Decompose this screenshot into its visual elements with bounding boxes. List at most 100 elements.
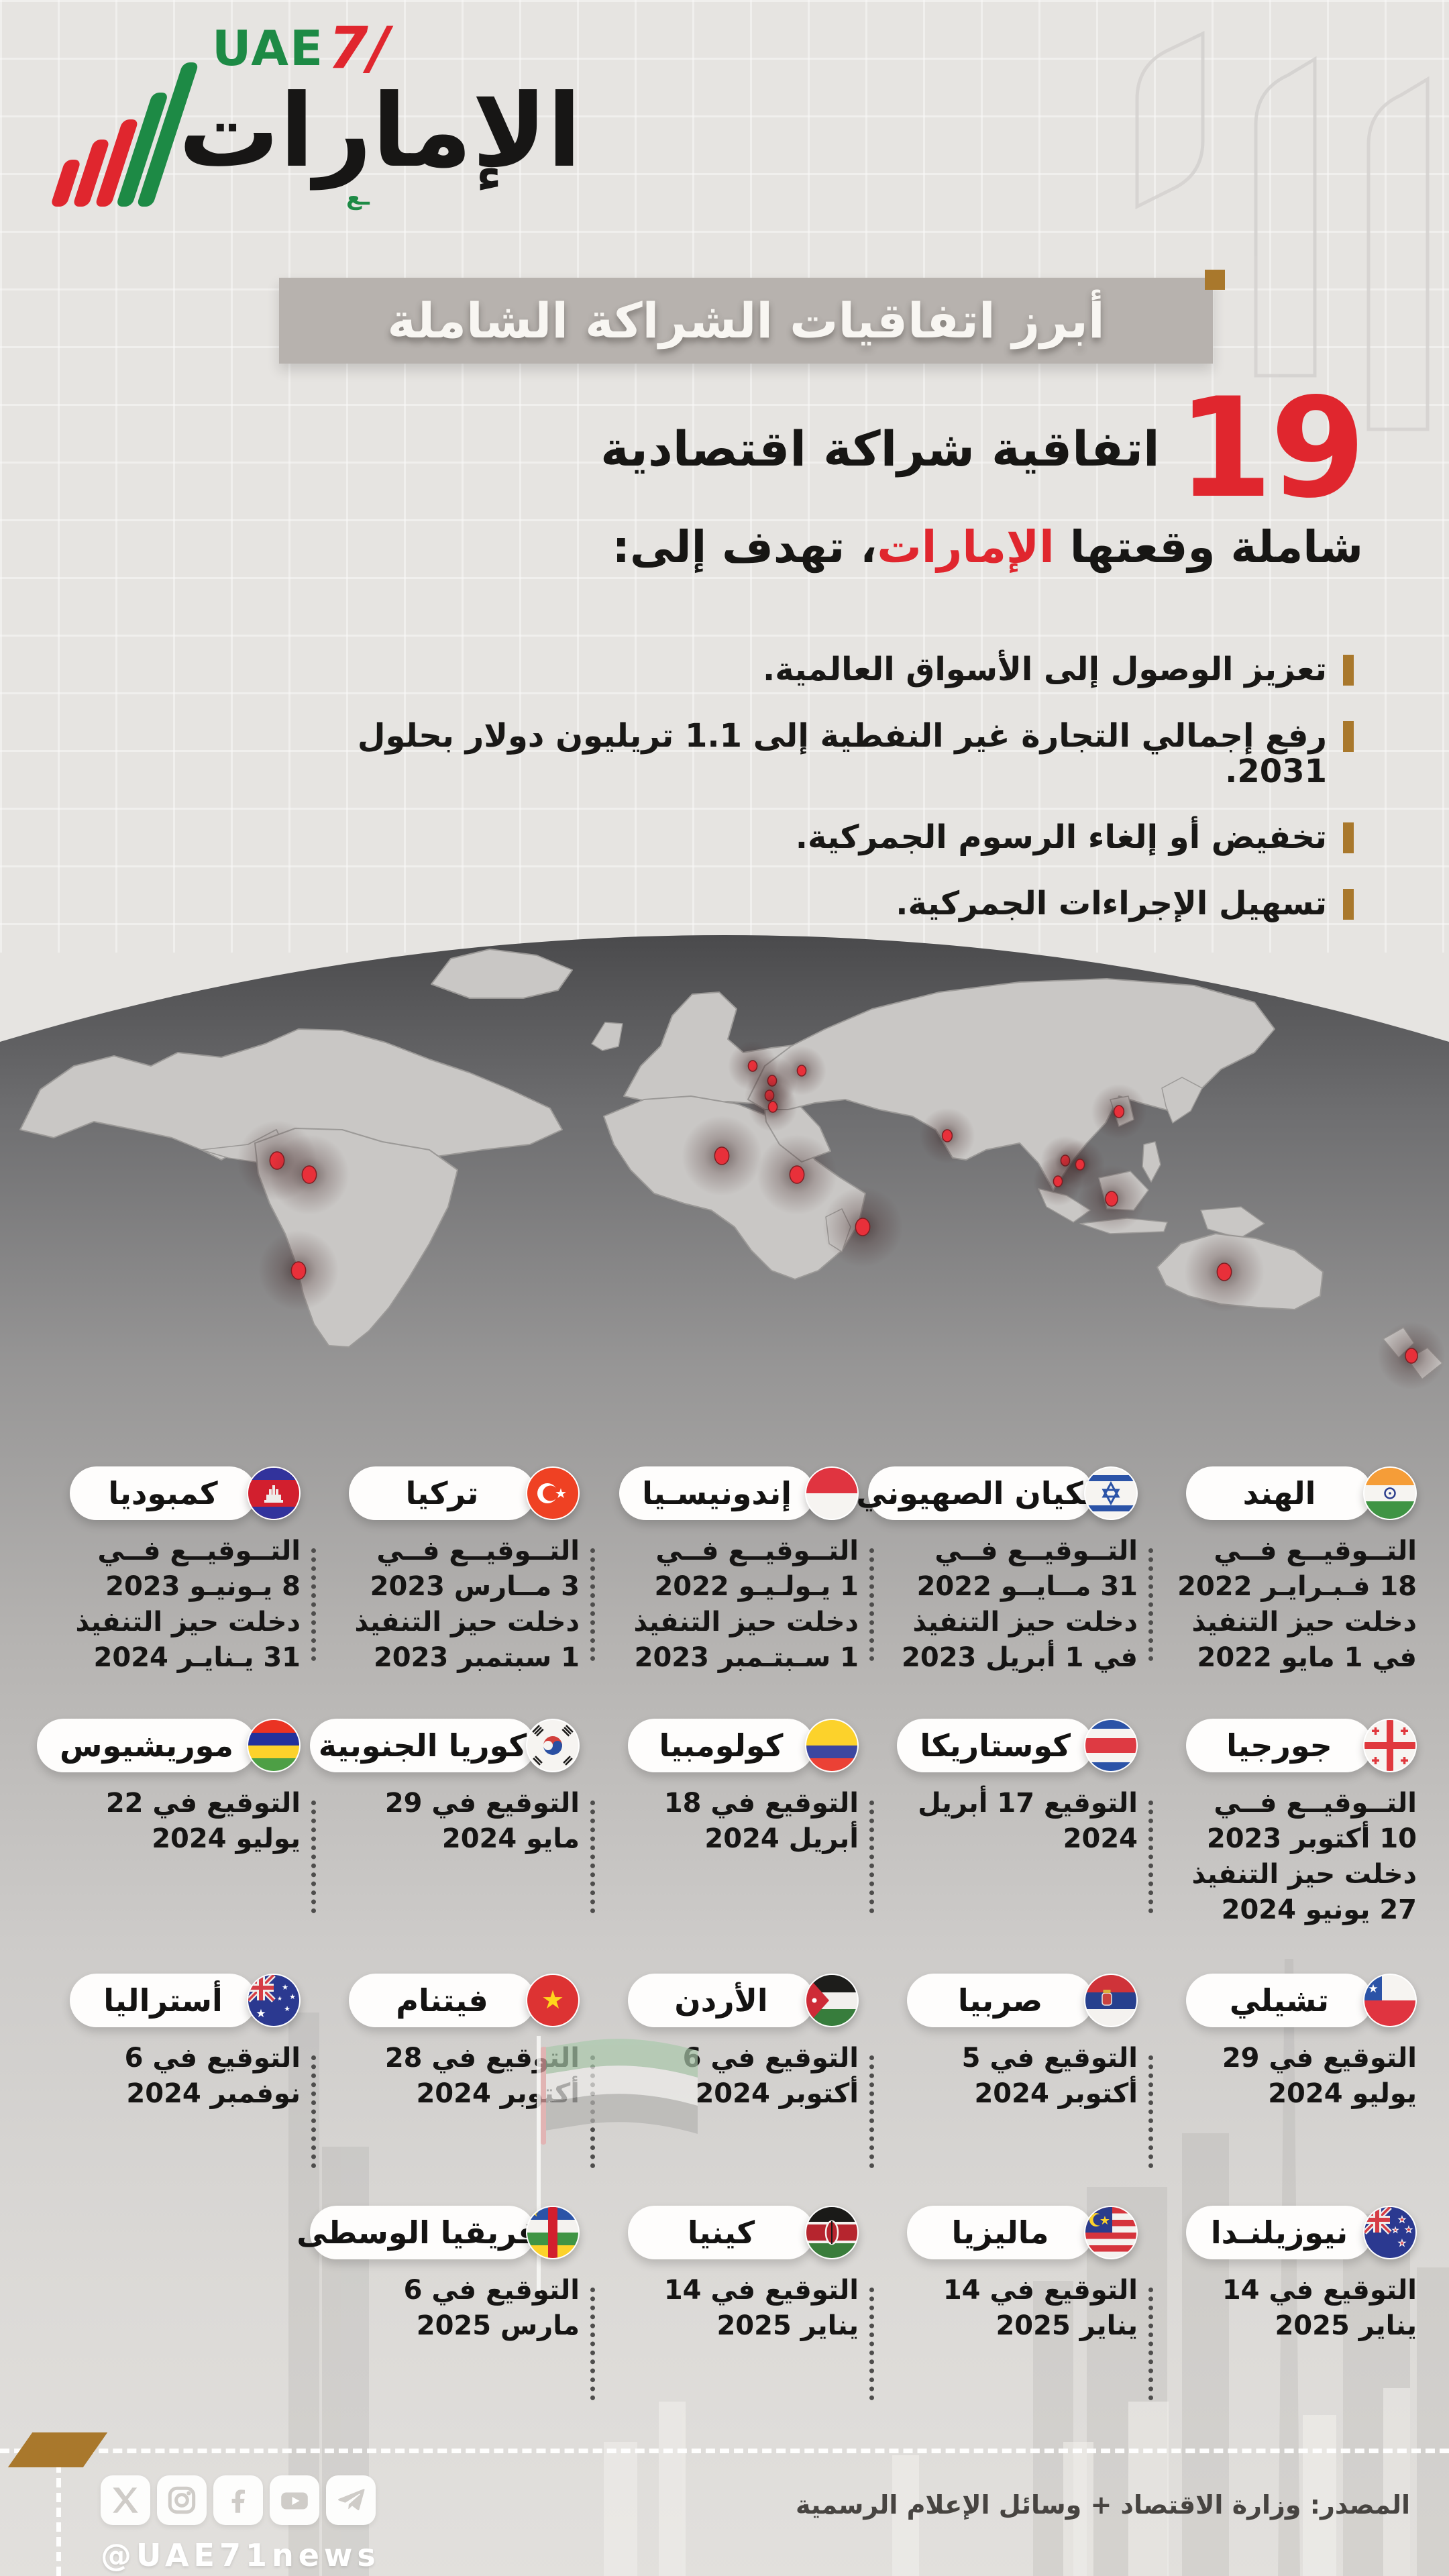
agreement-entry: ★ ★ ★ ★ ★ أستراليا التوقيع في 6 نوفمبر 2024 <box>31 1974 301 2112</box>
country-pill: الكيان الصهيوني <box>856 1466 1106 1520</box>
social-icons <box>101 2475 376 2525</box>
agreement-line: في 1 أبريل 2023 <box>902 1642 1138 1673</box>
agreement-line: التوقيع في 18 <box>663 1788 859 1819</box>
facebook-icon <box>213 2475 263 2525</box>
world-map <box>19 949 1446 1390</box>
pin-mauritius <box>855 1218 871 1236</box>
agreement-line: 31 يـنايـر 2024 <box>93 1642 301 1673</box>
country-name: الكيان الصهيوني <box>856 1475 1106 1511</box>
kenya-flag-icon <box>805 2206 859 2259</box>
bullet-marker-icon <box>1343 822 1354 854</box>
svg-text:★: ★ <box>1099 2214 1110 2228</box>
country-pill: صربيا <box>907 1974 1093 2027</box>
country-name: كمبوديا <box>108 1475 218 1511</box>
cambodia-flag-icon <box>247 1466 301 1520</box>
agreement-line: التــوقيــع فــي <box>97 1536 301 1566</box>
pin-chile <box>290 1261 307 1280</box>
country-name: الأردن <box>674 1982 768 2019</box>
country-name: إندونيسـيا <box>642 1475 792 1511</box>
agreement-line: مايو 2024 <box>441 1823 580 1854</box>
country-name: ماليزيا <box>951 2214 1049 2251</box>
country-pill: الأردن <box>628 1974 814 2027</box>
pin-australia <box>1216 1263 1232 1281</box>
country-pill: ماليزيا <box>907 2206 1093 2259</box>
country-name: جورجيا <box>1226 1727 1332 1764</box>
agreement-entry: كينيا التوقيع في 14 يناير 2025 <box>589 2206 859 2400</box>
goal-text: رفع إجمالي التجارة غير النفطية إلى 1.1 ت… <box>357 716 1327 790</box>
agreement-row: جورجيا التــوقيــع فــي 10 أكتوبر 2023 دخلت… <box>31 1719 1417 1928</box>
bullet-marker-icon <box>1343 720 1354 752</box>
agreement-line: التوقيع 17 أبريل <box>918 1788 1138 1819</box>
goal-item: تخفيض أو إلغاء الرسوم الجمركية. <box>347 820 1354 855</box>
agreement-line: 18 فـبـرايـر 2022 <box>1177 1571 1417 1602</box>
svg-text:★: ★ <box>1392 2226 1399 2235</box>
goal-item: تعزيز الوصول إلى الأسواق العالمية. <box>347 652 1354 688</box>
agreement-line: يناير 2025 <box>996 2310 1138 2341</box>
svg-text:★: ★ <box>282 1983 288 1992</box>
agreement-line: يناير 2025 <box>1275 2310 1417 2341</box>
country-name: أستراليا <box>103 1982 223 2019</box>
country-pill: جورجيا <box>1186 1719 1373 1772</box>
footer-dashed-line-vertical <box>56 2449 61 2576</box>
country-name: الهند <box>1242 1475 1316 1511</box>
country-name: إفريقيا الوسطى <box>297 2214 549 2251</box>
pin-georgia <box>796 1065 807 1077</box>
uae71-logo: UAE 7/ الإمارات ـع <box>50 15 582 225</box>
uae-flag-icon <box>537 2036 698 2291</box>
agreement-row: الهند التــوقيــع فــي 18 فـبـرايـر 2022 دخ… <box>31 1466 1417 1676</box>
pin-kenya <box>789 1165 805 1184</box>
agreement-line: التوقيع في 14 <box>943 2275 1138 2306</box>
agreement-line: يوليو 2024 <box>152 1823 301 1854</box>
svg-text:★: ★ <box>541 1985 564 2015</box>
pin-new-zealand <box>1405 1348 1418 1364</box>
goal-text: تعزيز الوصول إلى الأسواق العالمية. <box>762 651 1327 688</box>
agreements-count: 19 <box>1177 369 1366 529</box>
agreement-line: أبريل 2024 <box>704 1823 859 1854</box>
agreement-line: في 1 مايو 2022 <box>1197 1642 1417 1673</box>
mauritius-flag-icon <box>247 1719 301 1772</box>
pin-malaysia <box>1053 1175 1063 1187</box>
country-pill: إندونيسـيا <box>619 1466 814 1520</box>
country-pill: نيوزيلنـدا <box>1186 2206 1373 2259</box>
pin-central-african-republic <box>714 1146 730 1165</box>
bullet-marker-icon <box>1343 889 1354 920</box>
country-name: كوريا الجنوبية <box>318 1727 527 1764</box>
goals-list: تعزيز الوصول إلى الأسواق العالمية. رفع إج… <box>347 652 1354 953</box>
south-korea-flag-icon <box>526 1719 580 1772</box>
svg-text:★: ★ <box>1405 2225 1413 2235</box>
uae-highlight: الإمارات <box>877 521 1055 573</box>
intro-line1: اتفاقية شراكة اقتصادية <box>600 421 1160 478</box>
logo-numeral: 7/ <box>328 15 390 82</box>
agreement-entry: الكيان الصهيوني التــوقيــع فــي 31 مــايـ… <box>856 1466 1138 1676</box>
central-african-republic-flag-icon: ★ <box>526 2206 580 2259</box>
agreement-line: 8 يـونيـو 2023 <box>105 1571 301 1602</box>
agreement-line: التــوقيــع فــي <box>934 1536 1138 1566</box>
agreement-line: 27 يونيو 2024 <box>1221 1894 1417 1925</box>
agreement-entry: ★ إفريقيا الوسطى التوقيع في 6 مارس 2025 <box>297 2206 580 2344</box>
country-pill: فيتنام <box>349 1974 535 2027</box>
country-pill: تشيلي <box>1186 1974 1373 2027</box>
agreement-line: 2024 <box>1063 1823 1138 1854</box>
country-pill: موريشيوس <box>37 1719 256 1772</box>
svg-text:★: ★ <box>289 1992 296 2001</box>
pin-india <box>941 1129 953 1142</box>
svg-text:★: ★ <box>1398 2239 1406 2249</box>
agreement-line: دخلت حيز التنفيذ <box>1191 1607 1417 1638</box>
country-name: كوستاريكا <box>920 1727 1071 1764</box>
country-pill: الهند <box>1186 1466 1373 1520</box>
agreement-line: التــوقيــع فــي <box>655 1536 859 1566</box>
chile-flag-icon: ★ <box>1363 1974 1417 2027</box>
israel-flag-icon <box>1084 1466 1138 1520</box>
agreement-line: دخلت حيز التنفيذ <box>354 1607 580 1638</box>
malaysia-flag-icon: ★ <box>1084 2206 1138 2259</box>
agreement-line: دخلت حيز التنفيذ <box>75 1607 301 1638</box>
agreement-line: أكتوبر 2024 <box>974 2078 1138 2109</box>
social-handle: @UAE71news <box>101 2537 380 2573</box>
svg-text:★: ★ <box>256 2007 266 2021</box>
logo-latin: UAE <box>212 20 325 76</box>
svg-text:★: ★ <box>284 2004 290 2013</box>
agreement-line: 31 مــايــو 2022 <box>916 1571 1138 1602</box>
agreement-line: التــوقيــع فــي <box>1214 1788 1417 1819</box>
country-name: تشيلي <box>1229 1982 1330 2019</box>
